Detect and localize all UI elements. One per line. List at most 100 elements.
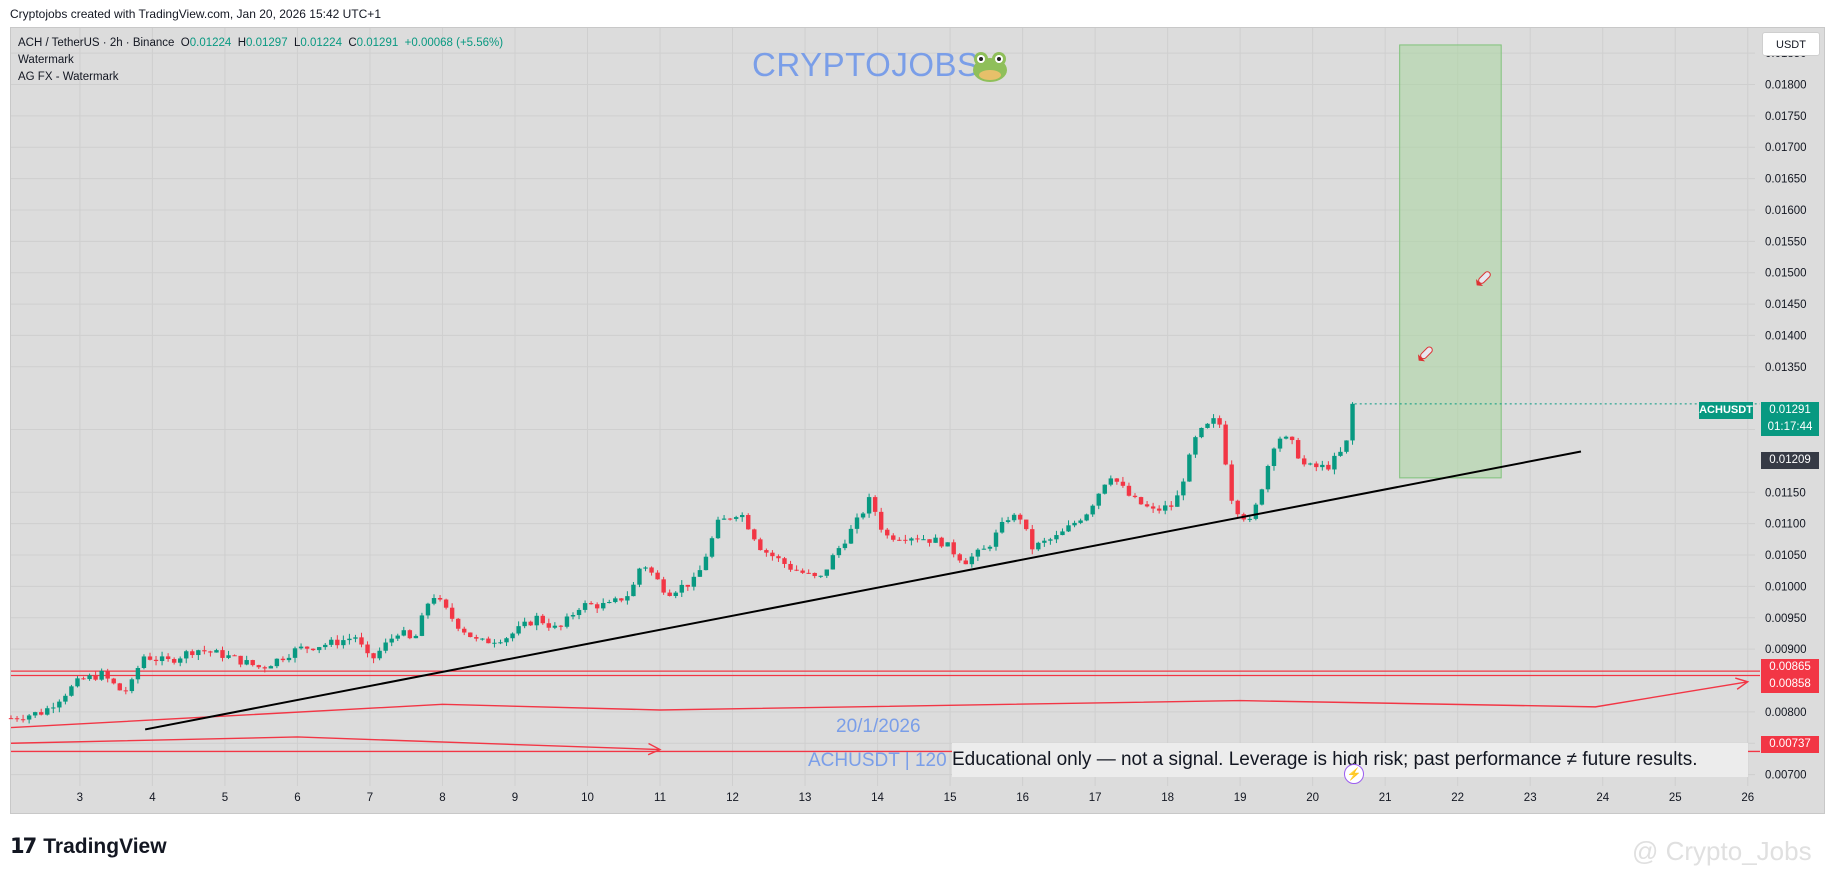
candle-body [999,521,1005,533]
y-tick-label: 0.00950 [1765,613,1807,625]
candle-body [1108,478,1114,485]
candle-body [274,658,280,667]
x-tick-label: 8 [439,792,445,804]
candle-body [105,670,110,679]
candle-body [1084,514,1089,521]
candle-body [885,529,890,536]
candle-body [830,555,836,570]
candle-body [1126,485,1132,496]
candle-body [649,567,654,573]
candle-body [1096,493,1101,506]
candle-body [123,690,129,692]
candle-body [1217,418,1222,425]
candle-body [401,630,406,636]
tradingview-brand: TradingView [43,834,167,858]
candle-body [437,598,443,600]
x-tick-label: 9 [512,792,518,804]
candle-body [1277,438,1283,449]
candle-body [673,592,678,596]
x-tick-label: 26 [1741,792,1754,804]
candle-body [178,658,183,663]
candle-body [1338,451,1343,456]
currency-button[interactable]: USDT [1762,32,1820,56]
candle-body [498,642,503,644]
candle-body [564,616,570,627]
candle-body [171,658,177,663]
candle-body [836,548,842,556]
candle-body [45,708,50,715]
candle-body [1235,500,1240,515]
chart-credit: Cryptojobs created with TradingView.com,… [10,7,381,21]
candle-body [1308,463,1313,465]
tradingview-logo[interactable]: 𝟭𝟳 TradingView [10,834,167,859]
legend-symbol[interactable]: ACH / TetherUS · 2h · Binance [18,37,175,49]
x-tick-label: 5 [222,792,228,804]
y-tick-label: 0.01150 [1765,487,1806,499]
candle-body [208,651,213,653]
chart-frame[interactable] [10,27,1825,814]
candle-body [1102,484,1107,494]
lightning-icon[interactable]: ⚡ [1344,764,1364,784]
legend-low: 0.01224 [300,37,342,49]
rocket-icon [1475,271,1491,287]
candle-body [909,538,914,541]
candle-body [1187,454,1192,482]
y-tick-label: 0.01350 [1765,362,1807,374]
candle-body [407,630,413,639]
y-tick-label: 0.00700 [1765,770,1807,782]
candle-body [746,515,751,530]
candle-body [703,556,709,571]
candle-body [419,615,425,636]
candle-body [619,598,624,601]
trendline [144,450,1582,731]
candle-body [395,635,400,639]
candle-body [141,656,147,669]
candle-body [1199,427,1204,438]
candle-body [848,528,854,544]
candle-body [842,543,848,549]
candle-body [872,497,878,512]
candle-body [576,609,582,616]
y-tick-label: 0.01550 [1765,236,1807,248]
candle-body [57,701,62,708]
candle-body [806,572,811,574]
x-tick-label: 4 [149,792,156,804]
candle-body [316,647,322,651]
candle-body [335,639,340,646]
frog-emoji-icon [973,52,1007,82]
candle-body [697,570,703,577]
x-tick-label: 24 [1596,792,1609,804]
candle-body [87,675,92,680]
candle-body [226,655,231,658]
x-tick-label: 22 [1451,792,1464,804]
candle-body [800,570,805,573]
legend-indicator-watermark[interactable]: Watermark [18,54,74,66]
candle-body [540,615,545,624]
candle-body [383,642,388,651]
candle-body [510,633,515,639]
candle-body [975,549,981,557]
x-tick-label: 25 [1669,792,1682,804]
candle-body [492,642,497,644]
candle-body [957,554,962,561]
candle-body [63,695,68,702]
candle-body [486,638,491,644]
candle-body [1289,436,1295,441]
candle-body [244,660,249,665]
candle-body [727,518,733,520]
candle-body [1301,458,1307,465]
candle-body [637,568,642,585]
legend-indicator-agfx[interactable]: AG FX - Watermark [18,71,119,83]
candle-body [613,598,618,603]
candle-body [963,560,968,565]
legend-high: 0.01297 [246,37,288,49]
candle-body [250,660,255,666]
candle-body [1247,518,1253,520]
y-tick-label: 0.01600 [1765,205,1807,217]
candle-body [993,532,999,547]
trendline-price-label: 0.01209 [1761,452,1819,469]
candle-body [1229,464,1234,501]
candle-body [1072,522,1077,526]
y-tick-label: 0.01050 [1765,550,1807,562]
